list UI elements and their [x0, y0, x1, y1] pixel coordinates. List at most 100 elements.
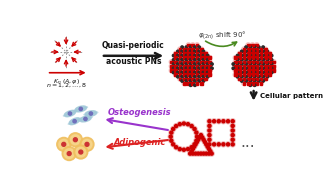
Text: ...: ... [240, 135, 255, 149]
Bar [251, 77, 254, 80]
Bar [183, 52, 186, 55]
Circle shape [208, 73, 212, 77]
Circle shape [198, 46, 201, 48]
Circle shape [170, 131, 173, 134]
Circle shape [198, 151, 203, 156]
Circle shape [182, 47, 186, 51]
Circle shape [195, 73, 199, 77]
Circle shape [259, 56, 263, 60]
Circle shape [74, 138, 77, 142]
Circle shape [172, 127, 175, 130]
Ellipse shape [69, 113, 71, 114]
Circle shape [193, 127, 196, 130]
Circle shape [193, 145, 196, 148]
Circle shape [242, 73, 246, 77]
Circle shape [194, 138, 199, 143]
Circle shape [189, 124, 194, 129]
Circle shape [185, 63, 188, 65]
Circle shape [186, 77, 191, 81]
Circle shape [258, 80, 260, 82]
Circle shape [203, 140, 206, 144]
Circle shape [249, 76, 251, 78]
Circle shape [267, 64, 272, 68]
Bar [238, 60, 241, 63]
Bar [183, 56, 186, 59]
Circle shape [169, 138, 174, 143]
Circle shape [205, 152, 208, 155]
Circle shape [175, 125, 178, 128]
Circle shape [194, 46, 196, 48]
Circle shape [271, 59, 273, 61]
Bar [238, 73, 241, 76]
Circle shape [194, 63, 196, 65]
Circle shape [169, 130, 174, 135]
Circle shape [181, 67, 183, 70]
Circle shape [207, 152, 211, 155]
Circle shape [213, 143, 216, 146]
Bar [191, 82, 194, 84]
Circle shape [237, 73, 242, 77]
Circle shape [182, 51, 186, 56]
Ellipse shape [74, 121, 75, 122]
Circle shape [195, 64, 199, 68]
Circle shape [196, 137, 201, 142]
Circle shape [246, 51, 250, 56]
Bar [264, 69, 267, 72]
Circle shape [203, 64, 208, 68]
Bar [200, 77, 203, 80]
Circle shape [262, 63, 264, 65]
Bar [255, 60, 258, 63]
Circle shape [246, 64, 250, 68]
Circle shape [202, 80, 205, 82]
Circle shape [82, 139, 92, 149]
Bar [255, 65, 258, 68]
Circle shape [250, 47, 255, 51]
Bar [208, 73, 211, 76]
Circle shape [197, 135, 202, 140]
Circle shape [178, 47, 182, 51]
Circle shape [181, 76, 183, 78]
Circle shape [174, 56, 178, 60]
Circle shape [203, 77, 208, 81]
Bar [268, 60, 271, 63]
Bar [200, 48, 203, 51]
Bar [268, 52, 271, 55]
Bar [200, 56, 203, 59]
Circle shape [182, 68, 186, 73]
Bar [191, 52, 194, 55]
Circle shape [199, 73, 203, 77]
Circle shape [236, 63, 239, 65]
Circle shape [249, 71, 251, 74]
Ellipse shape [74, 110, 75, 111]
Bar [234, 65, 237, 68]
Circle shape [246, 81, 250, 85]
Circle shape [263, 47, 267, 51]
Circle shape [258, 71, 260, 74]
Circle shape [249, 63, 251, 65]
Circle shape [181, 59, 183, 61]
Circle shape [207, 137, 212, 142]
Circle shape [210, 152, 213, 155]
Circle shape [181, 121, 186, 126]
Circle shape [272, 68, 276, 73]
Circle shape [253, 46, 256, 48]
Circle shape [259, 73, 263, 77]
Circle shape [230, 137, 235, 142]
Ellipse shape [86, 114, 87, 115]
Circle shape [172, 54, 175, 57]
Circle shape [59, 139, 69, 149]
Circle shape [249, 80, 251, 82]
Circle shape [177, 50, 179, 53]
Bar [243, 77, 245, 80]
Circle shape [222, 143, 225, 146]
Bar [260, 48, 262, 51]
Circle shape [64, 149, 74, 158]
Circle shape [85, 142, 89, 146]
Bar [179, 52, 181, 55]
Circle shape [169, 68, 174, 73]
Circle shape [246, 47, 250, 51]
Bar [187, 52, 190, 55]
Circle shape [191, 146, 195, 151]
Circle shape [194, 76, 196, 78]
Circle shape [272, 64, 276, 68]
